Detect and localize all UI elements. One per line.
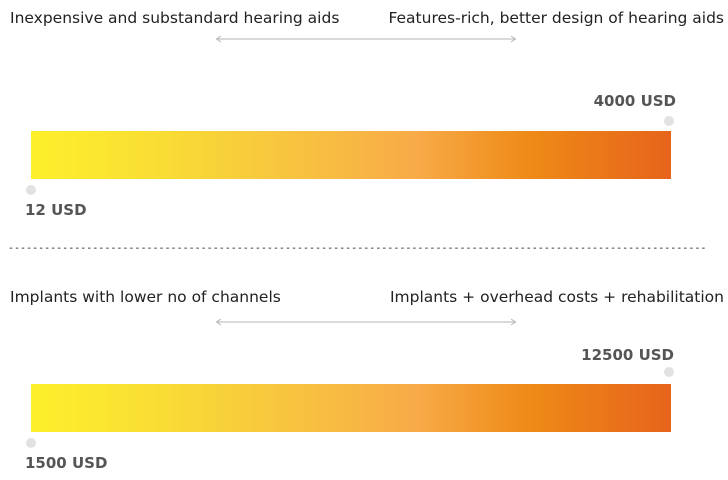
high-end-label: Implants + overhead costs + rehabilitati… bbox=[389, 288, 724, 306]
dashed-divider: ----------------------------------------… bbox=[8, 243, 707, 254]
min-marker-dot bbox=[26, 438, 36, 448]
max-marker-dot bbox=[664, 116, 674, 126]
low-end-label: Implants with lower no of channels bbox=[10, 288, 281, 306]
max-price: 12500 USD bbox=[581, 346, 674, 364]
high-end-label: Features-rich, better design of hearing … bbox=[388, 9, 724, 27]
min-price: 1500 USD bbox=[25, 454, 108, 472]
range-arrow bbox=[215, 35, 517, 43]
implants-panel: Implants with lower no of channels Impla… bbox=[0, 270, 728, 480]
hearing-aids-panel: Inexpensive and substandard hearing aids… bbox=[0, 0, 728, 235]
low-end-label: Inexpensive and substandard hearing aids bbox=[10, 9, 340, 27]
range-arrow bbox=[215, 318, 517, 326]
min-marker-dot bbox=[26, 185, 36, 195]
max-price: 4000 USD bbox=[593, 92, 676, 110]
min-price: 12 USD bbox=[25, 201, 87, 219]
price-gradient-bar bbox=[31, 131, 671, 179]
price-gradient-bar bbox=[31, 384, 671, 432]
max-marker-dot bbox=[664, 367, 674, 377]
